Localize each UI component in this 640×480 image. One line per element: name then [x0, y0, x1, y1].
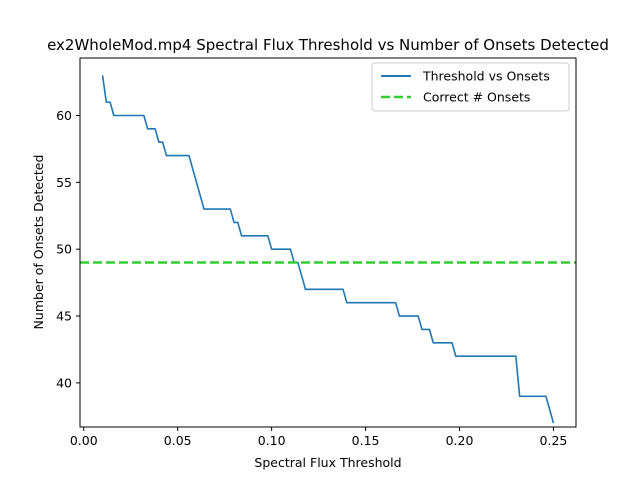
y-tick-label: 50	[56, 242, 72, 257]
x-axis-label: Spectral Flux Threshold	[254, 455, 401, 470]
y-axis-ticks: 40 45 50 55 60	[56, 108, 80, 390]
x-tick-label: 0.20	[446, 433, 474, 448]
x-tick-label: 0.10	[258, 433, 286, 448]
x-tick-label: 0.00	[70, 433, 98, 448]
legend-label-threshold: Threshold vs Onsets	[422, 69, 550, 84]
chart-title: ex2WholeMod.mp4 Spectral Flux Threshold …	[47, 36, 609, 54]
x-tick-label: 0.15	[352, 433, 380, 448]
y-tick-label: 45	[56, 309, 72, 324]
y-tick-label: 40	[56, 375, 72, 390]
y-tick-label: 60	[56, 108, 72, 123]
axes-frame	[79, 57, 577, 428]
legend-box	[371, 62, 570, 112]
series-line-threshold-vs-onsets	[101, 75, 555, 424]
legend-label-correct: Correct # Onsets	[423, 90, 530, 105]
x-tick-label: 0.25	[540, 433, 568, 448]
legend: Threshold vs Onsets Correct # Onsets	[371, 62, 570, 112]
plot-area	[79, 57, 577, 428]
y-axis-label: Number of Onsets Detected	[31, 155, 46, 330]
x-axis-ticks: 0.00 0.05 0.10 0.15 0.20 0.25	[70, 427, 568, 448]
y-tick-label: 55	[56, 175, 72, 190]
x-tick-label: 0.05	[164, 433, 192, 448]
